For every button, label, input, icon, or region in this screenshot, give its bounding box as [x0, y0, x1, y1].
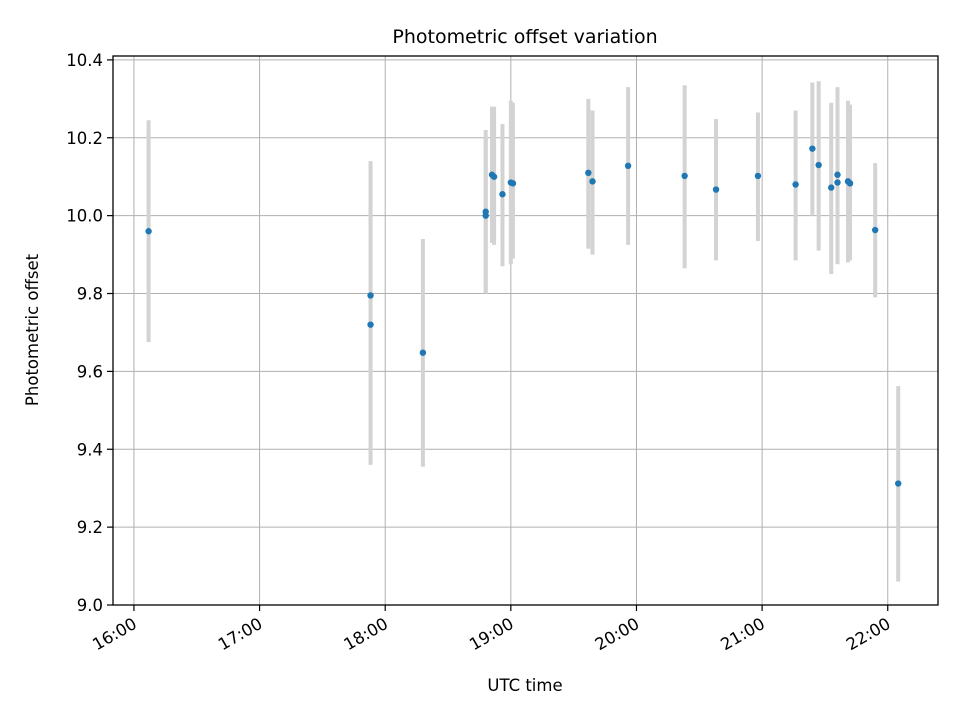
data-point [367, 292, 374, 299]
x-axis-label: UTC time [487, 676, 562, 695]
y-tick-label: 9.4 [77, 440, 103, 459]
y-tick-label: 9.8 [77, 285, 103, 304]
data-point [681, 172, 688, 180]
chart-title: Photometric offset variation [392, 26, 657, 48]
data-point [490, 173, 498, 180]
data-point [834, 171, 841, 178]
y-axis-label: Photometric offset [23, 253, 42, 406]
data-point [145, 228, 152, 235]
data-point [871, 226, 879, 234]
y-tick-label: 10.4 [66, 51, 103, 70]
data-point [809, 145, 816, 152]
y-tick-label: 10.2 [66, 129, 103, 148]
data-point [482, 212, 489, 219]
data-point [367, 321, 374, 328]
data-point [828, 184, 835, 191]
data-points [145, 145, 902, 487]
data-point [419, 349, 427, 356]
y-tick-label: 9.0 [77, 596, 103, 615]
y-tick-label: 9.2 [77, 518, 103, 537]
plot-frame [112, 55, 939, 606]
data-point [815, 161, 822, 169]
data-point [712, 186, 720, 193]
data-point [509, 180, 517, 187]
data-point [792, 181, 799, 188]
y-tick-label: 10.0 [66, 207, 103, 226]
y-tick-label: 9.6 [77, 362, 103, 381]
data-point [624, 162, 632, 169]
data-point [589, 178, 596, 185]
grid-lines [113, 56, 938, 606]
data-point [754, 172, 762, 180]
data-point [499, 191, 506, 198]
data-point [834, 179, 841, 186]
data-point [846, 180, 854, 187]
data-point [585, 169, 592, 177]
data-point [895, 480, 902, 487]
